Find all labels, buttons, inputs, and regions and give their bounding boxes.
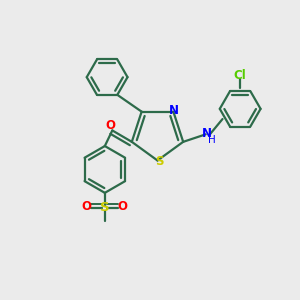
- Text: N: N: [169, 104, 179, 117]
- Text: H: H: [208, 135, 216, 145]
- Text: O: O: [118, 200, 128, 212]
- Text: N: N: [202, 127, 212, 140]
- Text: S: S: [100, 201, 110, 214]
- Text: Cl: Cl: [234, 69, 247, 82]
- Text: S: S: [155, 155, 163, 168]
- Text: O: O: [106, 119, 116, 132]
- Text: O: O: [82, 200, 92, 212]
